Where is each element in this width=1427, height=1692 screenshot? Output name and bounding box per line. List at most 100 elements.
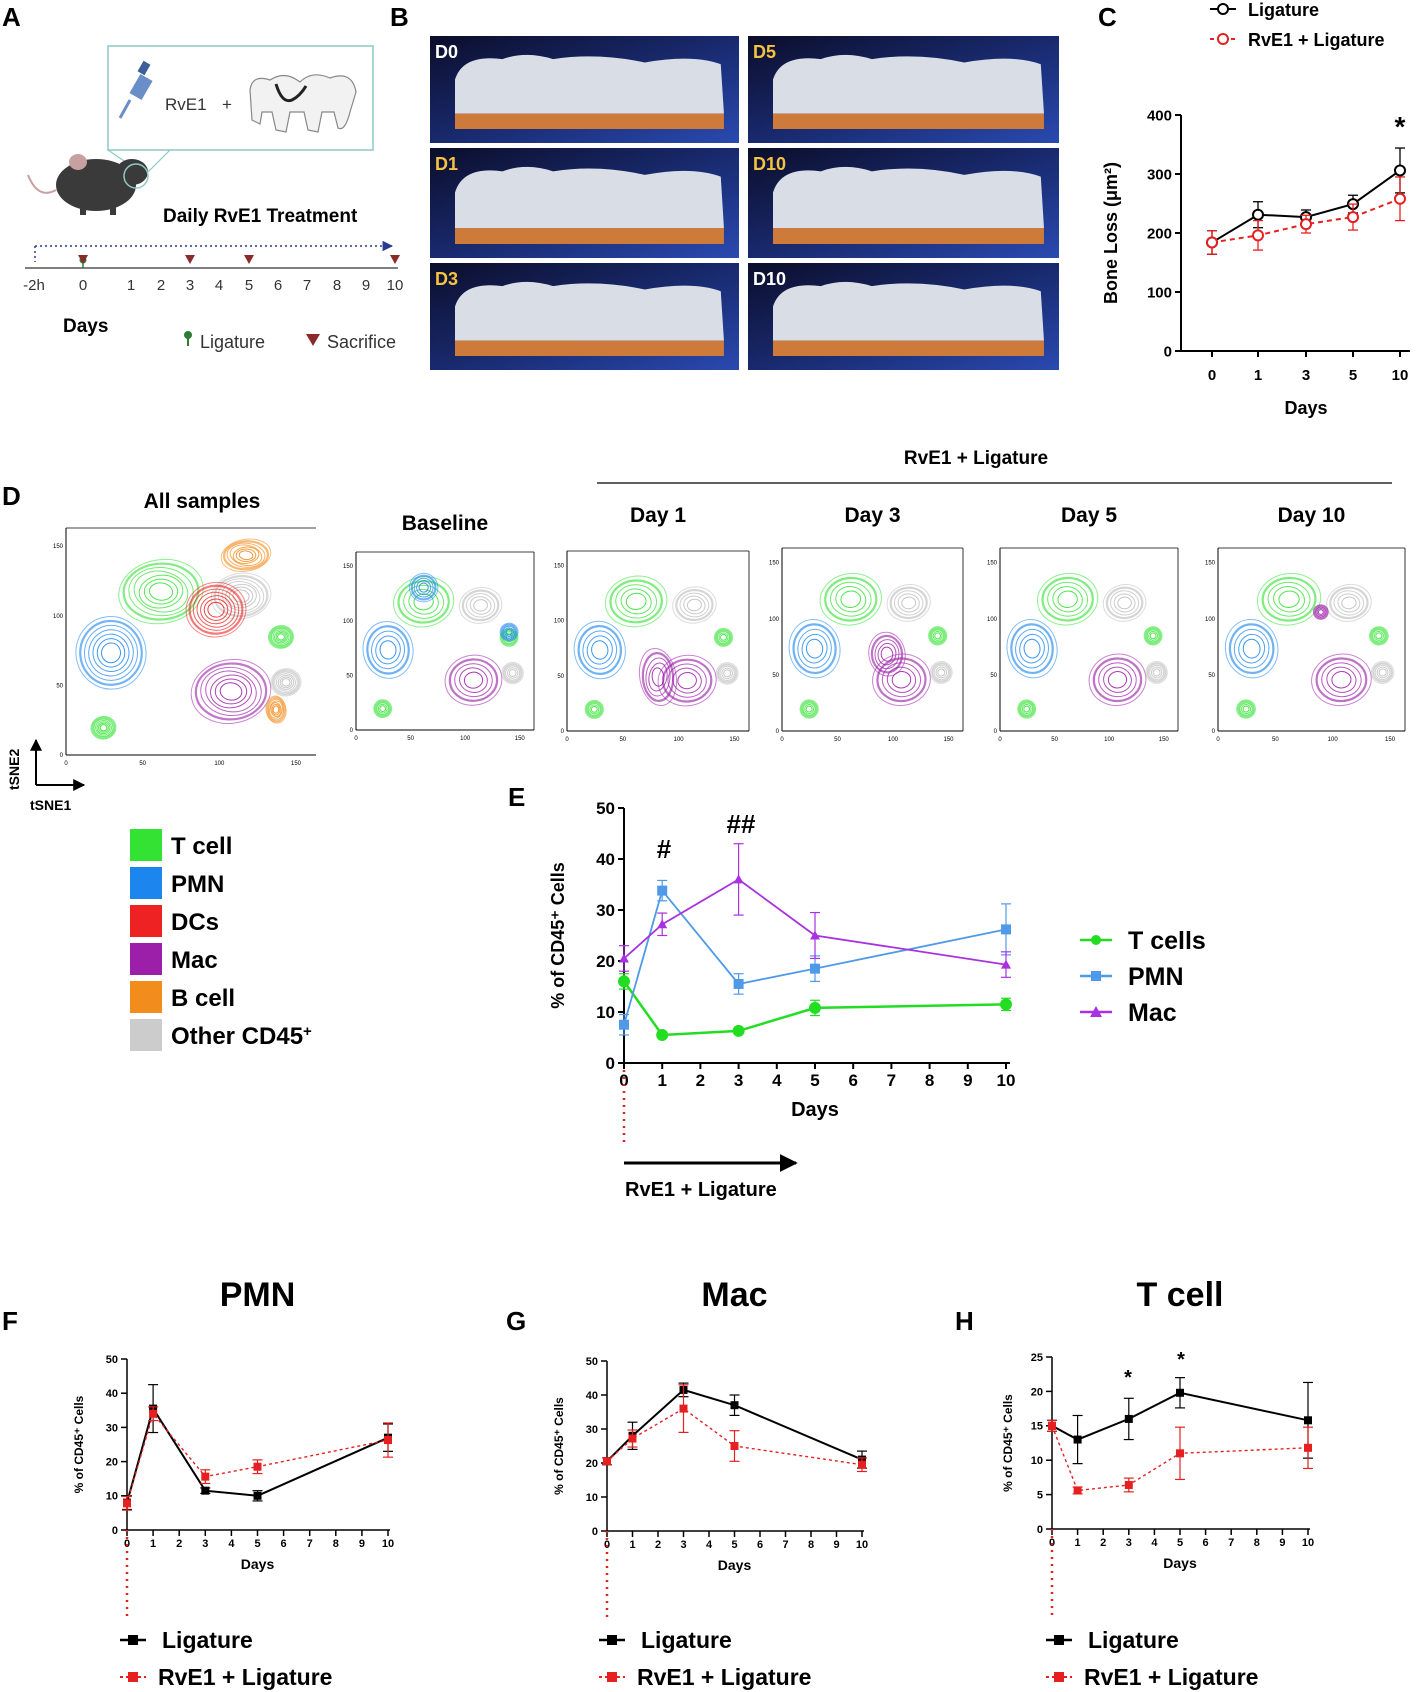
- contour-ring: [128, 566, 194, 617]
- data-point: [1176, 1449, 1184, 1458]
- y-tick-label: 200: [1147, 225, 1172, 242]
- tsne-cluster-contour: [872, 653, 931, 706]
- x-tick-label: 10: [382, 1538, 394, 1550]
- series-rve1-ligature: [602, 1384, 867, 1473]
- contour-ring: [1373, 630, 1384, 641]
- jaw-photo-tile: D1: [430, 148, 739, 258]
- contour-ring: [829, 581, 872, 617]
- contour-ring: [1237, 700, 1255, 718]
- tsne-plot: 00 50 50 100 100 150 150: [343, 551, 535, 742]
- contour-ring: [83, 624, 139, 681]
- contour-ring: [651, 667, 665, 687]
- tsne-axes-indicator: tSNE1 tSNE2: [6, 738, 86, 813]
- data-point: [618, 975, 630, 988]
- x-axis-label: Days: [1284, 398, 1327, 418]
- contour-ring: [275, 632, 287, 642]
- contour-ring: [459, 667, 488, 693]
- contour-ring: [1143, 626, 1163, 646]
- data-point: [657, 885, 668, 896]
- jaw-photo-tile: D5: [748, 36, 1059, 143]
- timeline-tick-label: 9: [362, 277, 370, 294]
- contour-ring: [1019, 633, 1045, 664]
- contour-ring: [937, 668, 946, 677]
- panel-a-illustration: RvE1 + Daily RvE1 Treatment -2h 0 1 2 3 4 5 6 7 8…: [23, 45, 403, 352]
- contour-ring: [95, 720, 112, 736]
- photo-day-label: D10: [753, 269, 786, 289]
- contour-ring: [720, 634, 727, 641]
- contour-ring: [506, 667, 519, 679]
- x-tick-label: 8: [333, 1538, 339, 1550]
- tsne-cluster-contour: [1037, 572, 1099, 626]
- data-point: [730, 1442, 739, 1450]
- tsne-x-tick-label: 100: [674, 737, 685, 743]
- legend-label-superscript: +: [303, 1023, 312, 1040]
- data-point: [733, 874, 744, 884]
- x-tick-label: 10: [997, 1071, 1016, 1090]
- contour-ring: [1273, 586, 1306, 613]
- contour-ring: [99, 724, 108, 732]
- contour-ring: [721, 667, 734, 680]
- tsne-cluster-contour: [90, 715, 117, 740]
- contour-ring: [458, 586, 503, 624]
- tsne-cluster-contour: [1224, 618, 1279, 679]
- contour-ring: [226, 542, 266, 568]
- data-point: [1124, 1414, 1133, 1423]
- contour-ring: [371, 630, 405, 670]
- x-tick-label: 2: [696, 1071, 705, 1090]
- contour-ring: [1233, 628, 1270, 669]
- tsne-cluster-contour: [75, 616, 147, 690]
- tsne-cluster-contour: [185, 581, 247, 638]
- tsne-title: Day 3: [844, 504, 900, 527]
- tsne-cluster-contour: [1143, 626, 1163, 646]
- contour-ring: [274, 630, 288, 644]
- series-line: [126, 1406, 389, 1503]
- tsne-y-tick-label: 150: [1205, 561, 1216, 567]
- tsne-cluster-contour: [713, 627, 734, 647]
- contour-ring: [1329, 586, 1369, 620]
- bottom-legends: Ligature RvE1 + Ligature Ligature RvE1 + Li…: [120, 1627, 1258, 1690]
- tsne-cluster-contour: [408, 572, 439, 603]
- y-tick-label: 100: [1147, 284, 1172, 301]
- contour-ring: [207, 601, 225, 618]
- tsne-cluster-contour: [1312, 604, 1329, 620]
- tsne-y-tick-label: 0: [776, 729, 780, 735]
- contour-ring: [374, 700, 392, 718]
- contour-ring: [375, 635, 401, 665]
- legend-marker: [1091, 971, 1101, 981]
- data-point: [858, 1460, 866, 1469]
- x-tick-label: 4: [1151, 1537, 1158, 1549]
- legend-label: Other CD45+: [171, 1023, 312, 1051]
- tsne-cluster-contour: [1256, 572, 1322, 626]
- contour-ring: [620, 588, 652, 615]
- y-tick-label: 300: [1147, 166, 1172, 183]
- photo-day-label: D3: [435, 269, 458, 289]
- contour-ring: [499, 622, 519, 642]
- timeline-tick-label: 0: [79, 277, 87, 294]
- legend-label: B cell: [171, 985, 235, 1012]
- y-tick-label: 50: [106, 1354, 118, 1366]
- tsne-title: Day 1: [630, 504, 686, 527]
- tsne-cluster-contour: [638, 647, 678, 707]
- tsne-cluster-contour: [1370, 660, 1395, 684]
- contour-ring: [819, 572, 882, 626]
- tsne-y-tick-label: 100: [343, 619, 354, 625]
- tsne-cluster-contour: [1236, 699, 1256, 719]
- tsne-cluster-contour: [928, 626, 948, 646]
- tsne-cluster-contour: [1088, 653, 1147, 706]
- tsne-cluster-contour: [584, 699, 604, 719]
- contour-ring: [1341, 596, 1357, 610]
- y-tick-label: 5: [1037, 1489, 1043, 1501]
- contour-ring: [205, 670, 257, 713]
- sacrifice-marker-icon: [244, 255, 254, 264]
- tsne-y-tick-label: 50: [346, 673, 353, 679]
- legend-ligature-label: Ligature: [641, 1627, 732, 1653]
- data-point: [1252, 208, 1264, 221]
- timeline-tick-label: 5: [245, 277, 253, 294]
- data-point: [1347, 211, 1359, 224]
- x-tick-label: 1: [150, 1538, 156, 1550]
- chart-e-hash-day1: #: [657, 834, 672, 864]
- timeline-tick-label: 2: [157, 277, 165, 294]
- tsne-y-tick-label: 150: [769, 561, 780, 567]
- x-tick-label: 6: [1203, 1537, 1209, 1549]
